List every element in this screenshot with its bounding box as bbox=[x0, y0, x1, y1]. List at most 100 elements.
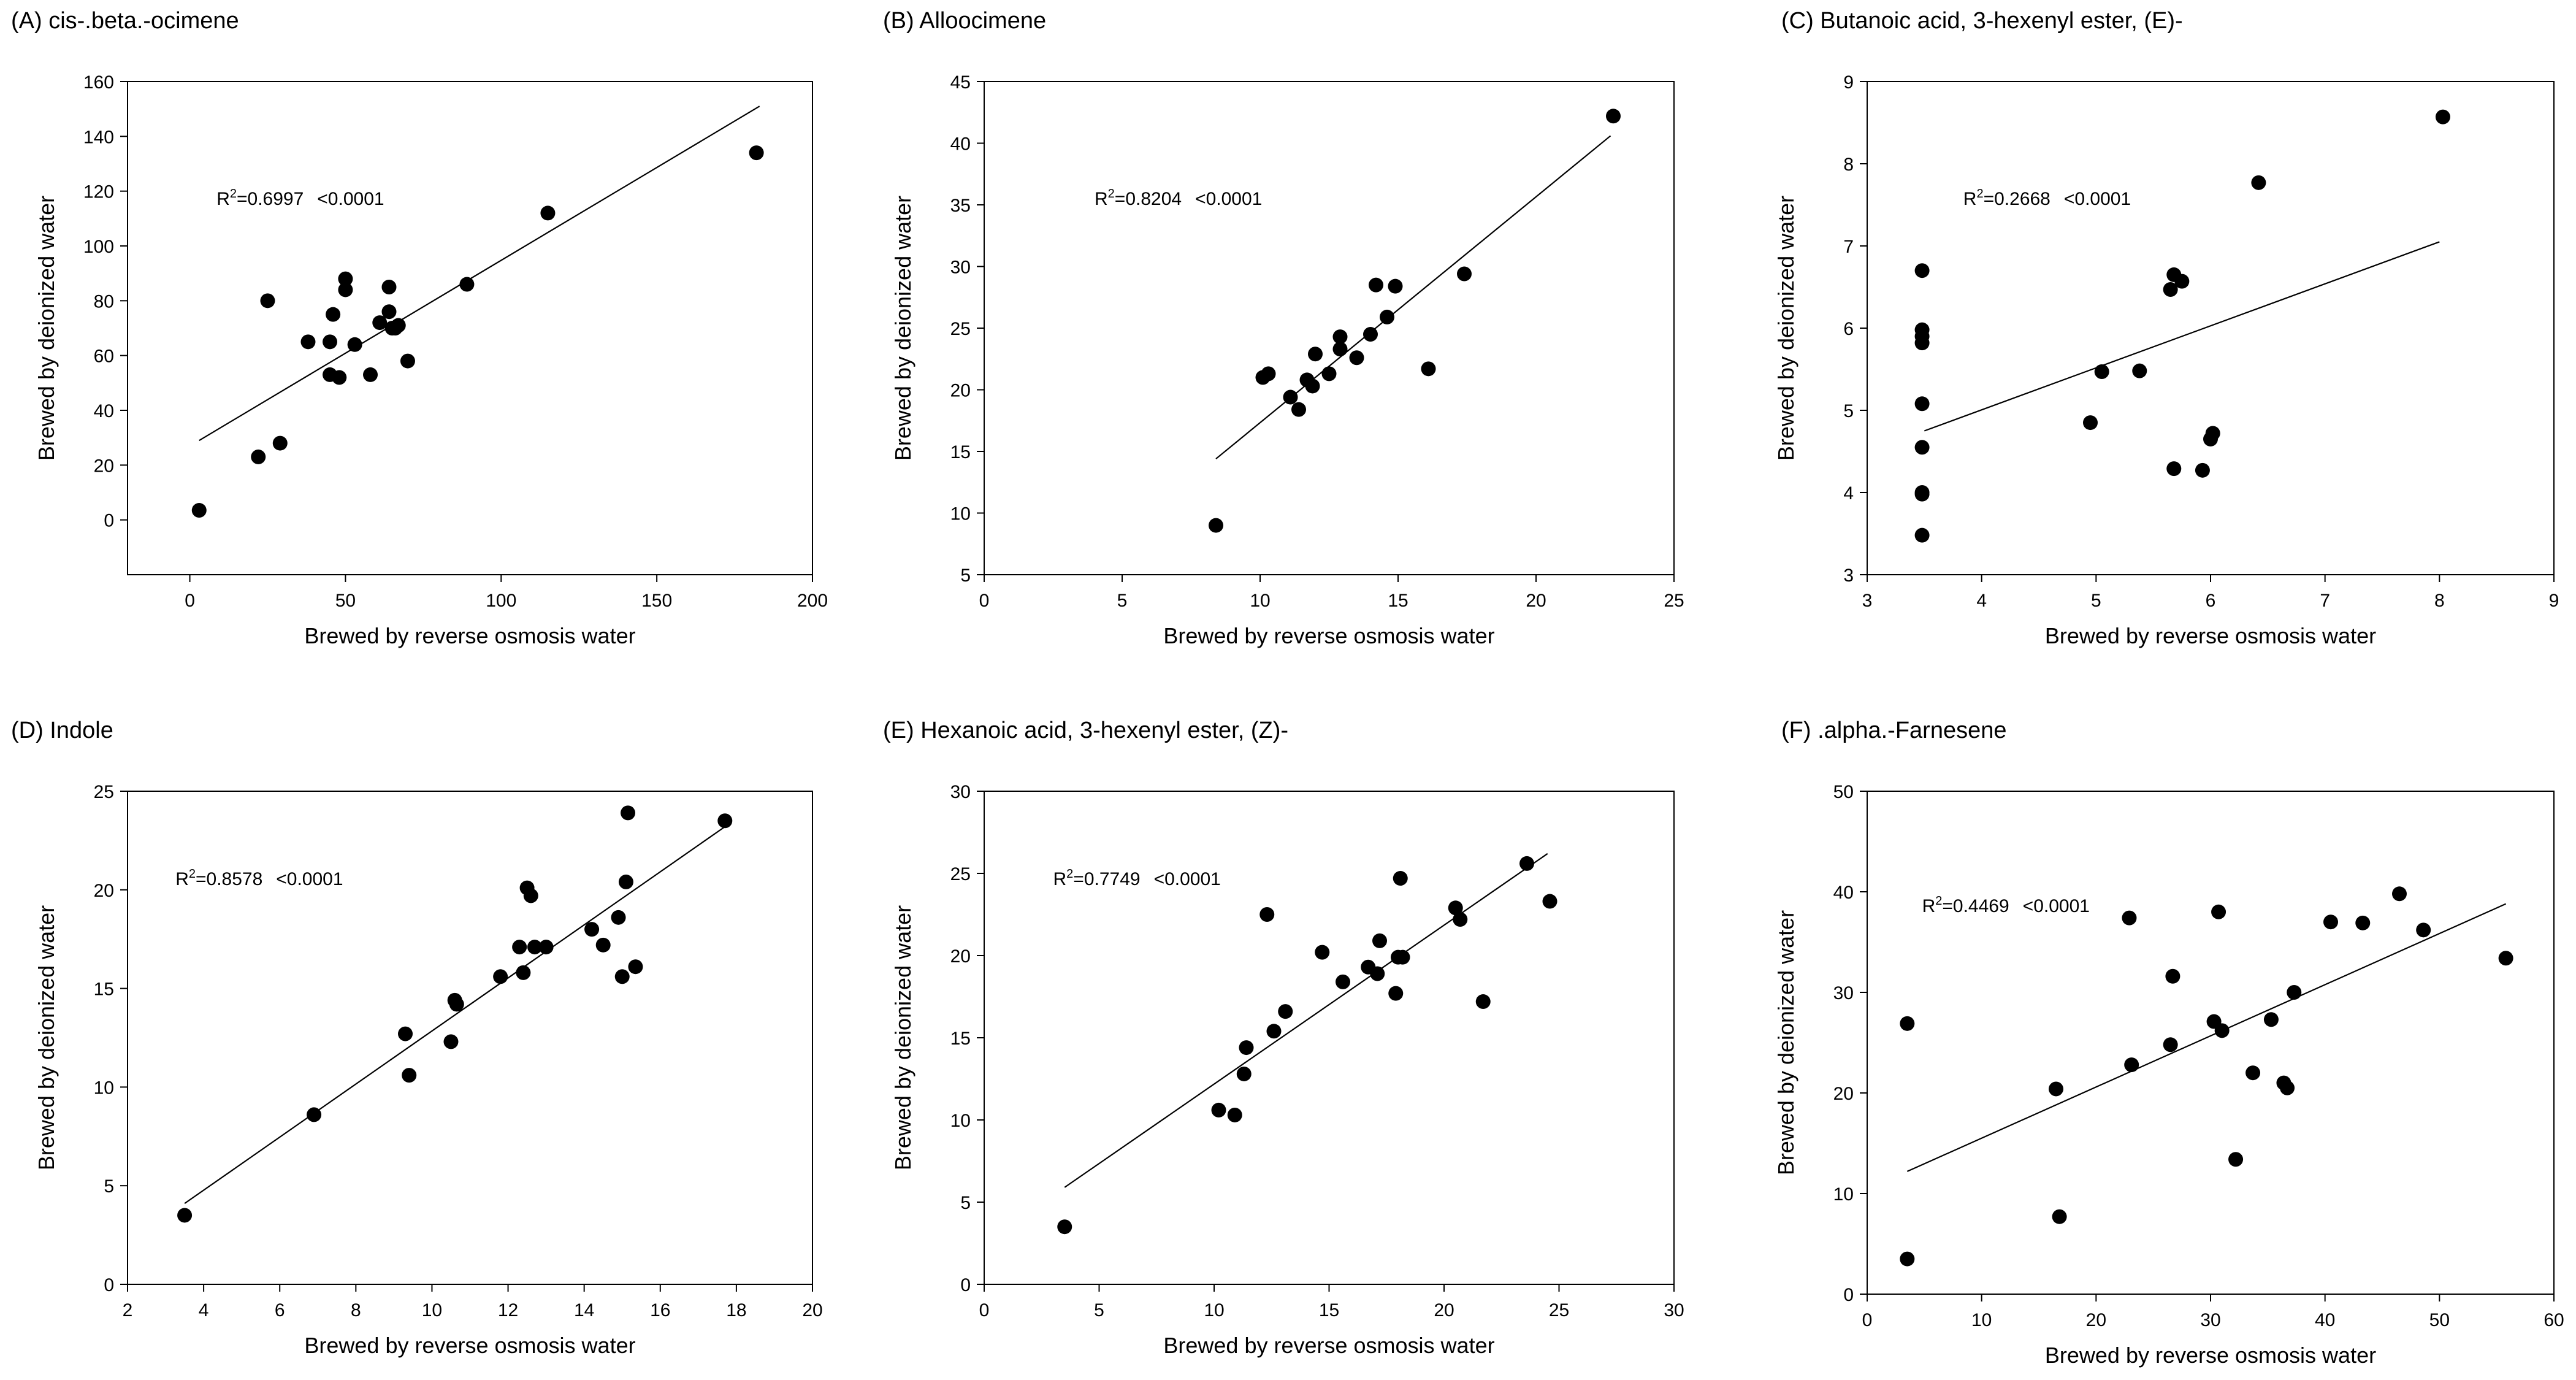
x-axis-label: Brewed by reverse osmosis water bbox=[2045, 1343, 2376, 1368]
x-tick-label: 100 bbox=[486, 591, 516, 611]
y-tick-label: 30 bbox=[950, 258, 971, 278]
data-point bbox=[1266, 1024, 1282, 1039]
x-axis-label: Brewed by reverse osmosis water bbox=[1163, 1333, 1494, 1358]
data-point bbox=[2052, 1209, 2067, 1224]
data-point bbox=[1336, 974, 1350, 989]
y-tick-label: 140 bbox=[83, 127, 114, 147]
y-tick-label: 20 bbox=[1833, 1084, 1854, 1104]
x-tick-label: 4 bbox=[199, 1300, 209, 1321]
data-point bbox=[595, 937, 611, 953]
data-point bbox=[2166, 461, 2182, 477]
x-tick-label: 12 bbox=[498, 1300, 518, 1321]
data-point bbox=[323, 334, 338, 350]
x-axis-label: Brewed by reverse osmosis water bbox=[1163, 623, 1494, 648]
data-point bbox=[1349, 350, 1364, 366]
data-point bbox=[1332, 342, 1348, 357]
data-point bbox=[1370, 966, 1385, 981]
data-point bbox=[611, 910, 626, 925]
data-point bbox=[1914, 527, 1930, 543]
data-point bbox=[459, 277, 475, 292]
data-point bbox=[300, 334, 316, 350]
y-tick-label: 3 bbox=[1843, 565, 1854, 586]
x-axis-label: Brewed by reverse osmosis water bbox=[304, 623, 635, 648]
data-point bbox=[1283, 389, 1298, 405]
x-tick-label: 20 bbox=[1526, 591, 1546, 611]
panel-title: (A) cis-.beta.-ocimene bbox=[11, 8, 239, 34]
data-point bbox=[2083, 415, 2098, 431]
plot-frame bbox=[984, 791, 1675, 1285]
chart-panel-c: (C) Butanoic acid, 3-hexenyl ester, (E)-… bbox=[1773, 8, 2559, 648]
x-tick-label: 20 bbox=[1434, 1300, 1454, 1321]
r-squared-annotation: R2=0.6997 <0.0001 bbox=[216, 187, 384, 209]
data-point bbox=[493, 969, 508, 984]
data-point bbox=[2049, 1081, 2063, 1097]
panel-title: (C) Butanoic acid, 3-hexenyl ester, (E)- bbox=[1781, 8, 2183, 34]
y-tick-label: 15 bbox=[94, 979, 114, 1000]
data-point bbox=[584, 922, 600, 937]
x-tick-label: 14 bbox=[574, 1300, 594, 1321]
x-tick-label: 9 bbox=[2549, 591, 2559, 611]
data-point bbox=[1900, 1016, 1915, 1031]
data-point bbox=[1448, 900, 1463, 916]
y-tick-label: 10 bbox=[94, 1078, 114, 1098]
data-point bbox=[443, 1034, 459, 1049]
y-tick-label: 0 bbox=[1843, 1285, 1854, 1305]
data-point bbox=[1332, 329, 1348, 345]
data-point bbox=[1606, 109, 1621, 124]
data-point bbox=[1259, 907, 1275, 922]
data-point bbox=[2355, 915, 2371, 930]
chart-panel-d: (D) Indole 2 4 6 8 10 12 14 16 18 20 0 5 10 15 20 25 Brew… bbox=[11, 718, 823, 1358]
plot-frame bbox=[1867, 81, 2555, 575]
chart-panel-a: (A) cis-.beta.-ocimene 0 50 100 150 200 0 20 40 6… bbox=[11, 8, 828, 648]
y-tick-label: 7 bbox=[1843, 237, 1854, 257]
data-point bbox=[1475, 994, 1491, 1010]
data-point bbox=[516, 965, 531, 980]
regression-line bbox=[1906, 903, 2507, 1172]
data-point bbox=[1209, 518, 1223, 533]
data-point bbox=[1369, 277, 1383, 293]
y-tick-label: 10 bbox=[1833, 1184, 1854, 1205]
y-tick-label: 120 bbox=[83, 182, 114, 202]
data-point bbox=[1457, 266, 1472, 282]
data-point bbox=[347, 337, 362, 352]
data-point bbox=[1372, 933, 1387, 948]
data-point bbox=[618, 874, 633, 889]
r-squared-annotation: R2=0.8578 <0.0001 bbox=[175, 867, 343, 889]
y-tick-label: 40 bbox=[1833, 883, 1854, 903]
regression-line bbox=[1215, 135, 1611, 459]
data-point bbox=[1305, 378, 1320, 394]
data-point bbox=[2498, 951, 2513, 966]
y-tick-label: 20 bbox=[950, 381, 971, 401]
data-point bbox=[402, 1068, 417, 1083]
y-tick-label: 50 bbox=[1833, 782, 1854, 802]
regression-line bbox=[199, 105, 760, 442]
r-squared-annotation: R2=0.8204 <0.0001 bbox=[1095, 187, 1262, 209]
x-tick-label: 25 bbox=[1549, 1300, 1569, 1321]
x-tick-label: 6 bbox=[275, 1300, 285, 1321]
data-point bbox=[449, 997, 464, 1012]
data-point bbox=[1363, 327, 1378, 342]
data-point bbox=[1900, 1251, 1915, 1267]
y-tick-label: 25 bbox=[950, 319, 971, 339]
y-tick-label: 25 bbox=[94, 782, 114, 802]
x-tick-label: 10 bbox=[1971, 1310, 1992, 1330]
y-tick-label: 30 bbox=[950, 782, 971, 802]
data-point bbox=[1388, 278, 1403, 294]
data-point bbox=[2211, 904, 2226, 919]
data-point bbox=[391, 318, 406, 333]
chart-panel-e: (E) Hexanoic acid, 3-hexenyl ester, (Z)-… bbox=[883, 718, 1684, 1358]
chart-panel-f: (F) .alpha.-Farnesene 0 10 20 30 40 50 60 0 10 20 3… bbox=[1773, 718, 2564, 1368]
y-axis-label: Brewed by deionized water bbox=[890, 905, 915, 1170]
r-squared-annotation: R2=0.7749 <0.0001 bbox=[1053, 867, 1221, 889]
data-point bbox=[2435, 109, 2450, 125]
y-tick-label: 15 bbox=[950, 442, 971, 462]
data-point bbox=[1227, 1107, 1242, 1122]
data-point bbox=[1261, 366, 1276, 381]
y-tick-label: 40 bbox=[950, 134, 971, 155]
data-point bbox=[260, 293, 275, 309]
r-squared-annotation: R2=0.2668 <0.0001 bbox=[1963, 187, 2131, 209]
data-point bbox=[1308, 347, 1323, 362]
data-point bbox=[332, 370, 347, 385]
data-point bbox=[2214, 1023, 2230, 1038]
data-point bbox=[2163, 1037, 2178, 1052]
